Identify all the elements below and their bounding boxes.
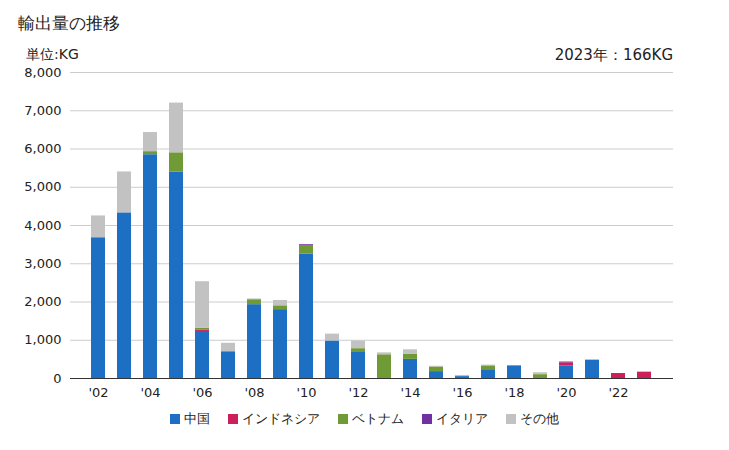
svg-text:'14: '14 [400,385,420,400]
html-text:中国: 中国 [184,411,210,426]
svg-text:'02: '02 [88,385,108,400]
svg-text:4,000: 4,000 [24,218,61,233]
svg-text:5,000: 5,000 [24,179,61,194]
svg-text:6,000: 6,000 [24,141,61,156]
svg-text:3,000: 3,000 [24,256,61,271]
svg-text:1,000: 1,000 [24,332,61,347]
svg-text:'20: '20 [556,385,576,400]
svg-text:'04: '04 [140,385,160,400]
html-text:イタリア: イタリア [436,411,488,426]
html-text:インドネシア: インドネシア [242,411,320,426]
html-text:その他: その他 [520,411,559,426]
svg-text:2,000: 2,000 [24,294,61,309]
svg-text:'18: '18 [504,385,524,400]
svg-text:0: 0 [53,371,61,386]
html-text:単位:KG: 単位:KG [26,46,79,62]
html-text:2023年：166KG: 2023年：166KG [554,46,673,64]
svg-text:'22: '22 [608,385,628,400]
svg-text:'06: '06 [192,385,212,400]
svg-text:8,000: 8,000 [24,65,61,80]
svg-text:'08: '08 [244,385,264,400]
svg-text:'10: '10 [296,385,316,400]
svg-text:'12: '12 [348,385,368,400]
svg-text:7,000: 7,000 [24,103,61,118]
svg-text:'16: '16 [452,385,472,400]
html-text:ベトナム: ベトナム [352,411,404,426]
html-text:輸出量の推移: 輸出量の推移 [18,13,120,33]
